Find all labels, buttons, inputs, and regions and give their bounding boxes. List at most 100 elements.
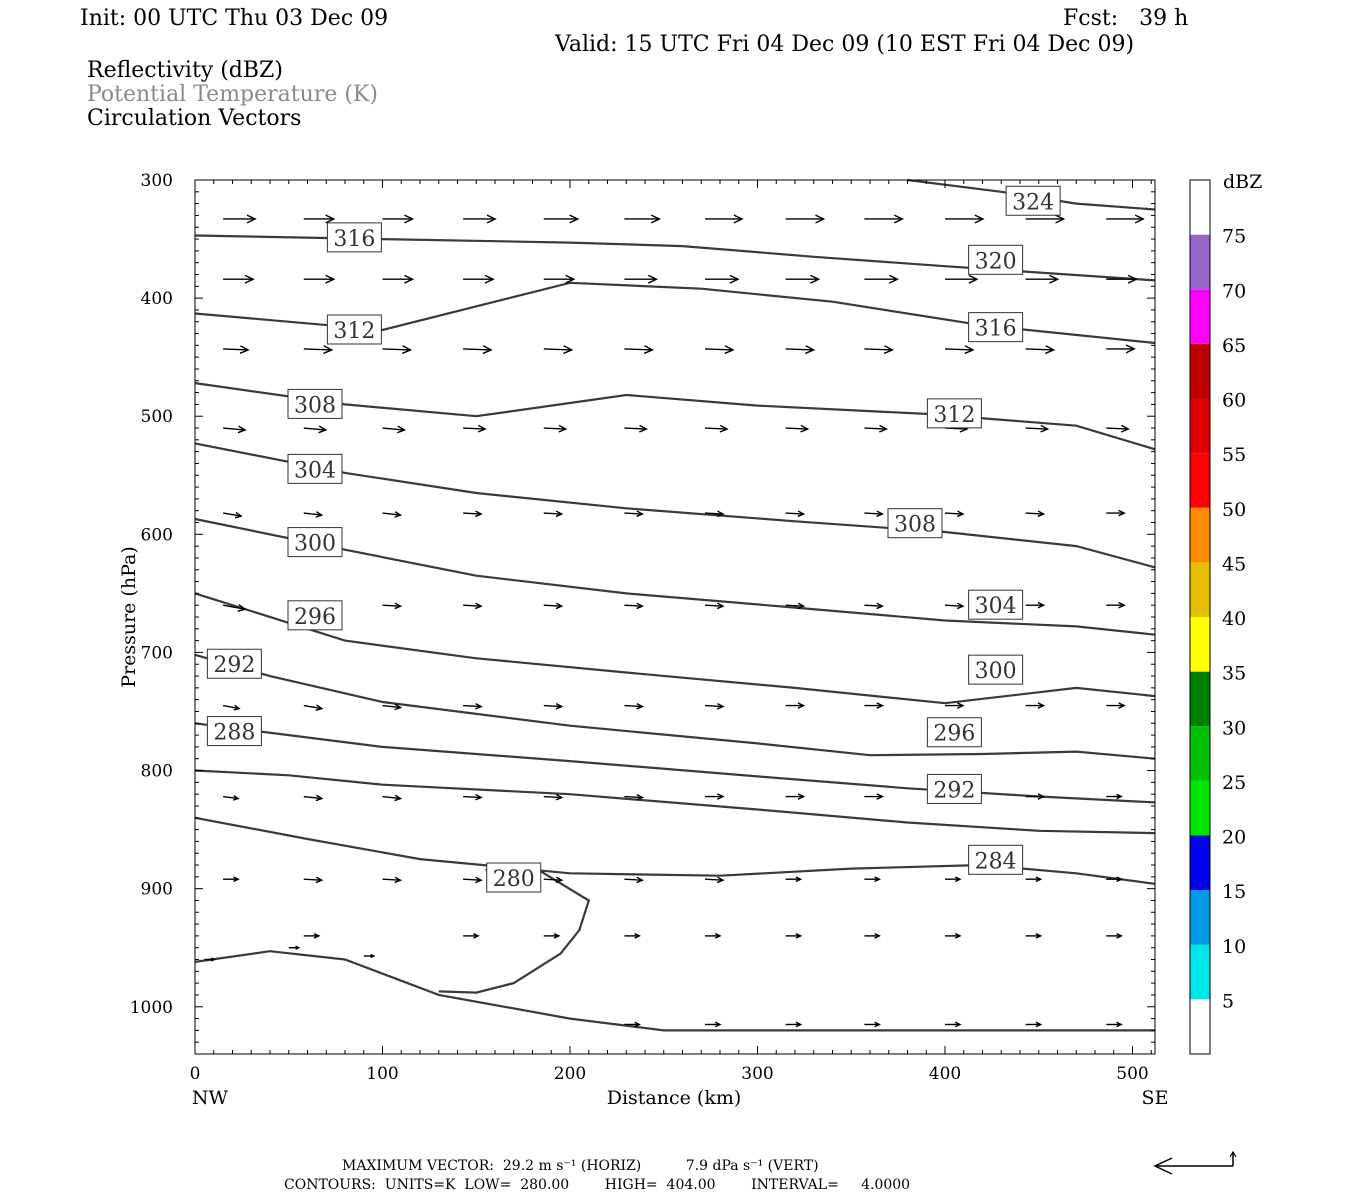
vector-head — [323, 345, 334, 355]
contour-label-text: 284 — [975, 849, 1017, 874]
vector-shaft — [382, 878, 401, 881]
colorbar-segment-30 — [1190, 671, 1210, 727]
axis-ticks — [194, 179, 1155, 1054]
colorbar-level-label: 55 — [1222, 444, 1246, 466]
vector-shaft — [463, 348, 492, 351]
vector-head — [477, 424, 487, 433]
vector-head — [650, 214, 662, 224]
vector-head — [1035, 933, 1043, 939]
vector-arrow-20 — [864, 274, 900, 284]
vector-head — [636, 793, 645, 801]
vector-arrow-101 — [624, 876, 645, 884]
reference-vector-icon — [1153, 1150, 1237, 1175]
vector-arrow-66 — [704, 602, 725, 610]
contour-label-text: 324 — [1012, 190, 1054, 215]
vector-shaft — [704, 512, 724, 515]
contour-label-text: 304 — [975, 594, 1017, 619]
vector-shaft — [785, 348, 814, 351]
contour-label-box — [326, 222, 382, 253]
vector-head — [716, 876, 725, 884]
contour-labels: 324 320 316 316 312 312 308 308 304 304 300 300 296 2… — [206, 185, 1061, 893]
vector-head — [805, 345, 816, 355]
x-end-label-left: NW — [192, 1087, 229, 1109]
vector-head — [318, 425, 328, 434]
vector-arrow-83 — [1106, 702, 1126, 709]
vector-arrow-129 — [945, 1021, 962, 1028]
contour-label-296: 296 — [287, 600, 343, 631]
vector-head — [716, 602, 725, 610]
theta-contour-308-4 — [194, 442, 1156, 569]
vector-arrow-131 — [1106, 1021, 1123, 1028]
vector-arrow-55 — [785, 510, 806, 518]
field-potential-temperature: Potential Temperature (K) — [87, 82, 378, 107]
contour-label-text: 308 — [294, 393, 336, 418]
vector-arrow-28 — [543, 345, 574, 355]
theta-contour-288-9 — [194, 769, 1156, 835]
colorbar-segment-10 — [1190, 890, 1210, 945]
vector-head — [874, 1021, 882, 1028]
vector-arrow-5 — [624, 214, 662, 224]
vector-shaft — [944, 604, 964, 607]
vector-arrow-107 — [1106, 876, 1123, 883]
vector-arrow-27 — [463, 345, 493, 355]
contour-label-box — [287, 388, 343, 419]
vector-arrow-30 — [704, 345, 735, 355]
contour-label-box — [206, 648, 262, 679]
vector-arrow-74 — [382, 703, 403, 711]
vector-arrow-58 — [1025, 510, 1046, 518]
vector-head — [482, 345, 493, 355]
vector-arrow-81 — [945, 702, 965, 709]
contour-label-288: 288 — [206, 716, 262, 747]
colorbar-level-label: 75 — [1222, 226, 1246, 248]
vector-arrow-12 — [223, 274, 255, 284]
vector-shaft — [624, 878, 643, 881]
theta-contour-304-5 — [194, 517, 1156, 636]
vector-arrow-87 — [463, 793, 483, 801]
vector-shaft — [624, 704, 643, 708]
y-tick-label: 700 — [141, 643, 173, 663]
contour-label-box — [926, 717, 982, 748]
theta-contour-300-6 — [194, 592, 1156, 705]
contour-label-304: 304 — [968, 589, 1024, 620]
vector-head — [797, 510, 806, 518]
vector-shaft — [944, 348, 974, 351]
vector-arrow-40 — [543, 424, 568, 433]
vector-head — [233, 876, 240, 883]
y-tick-label: 300 — [141, 171, 173, 191]
vector-head — [237, 604, 247, 612]
contour-label-text: 304 — [294, 458, 336, 483]
contour-label-box — [968, 244, 1024, 275]
colorbar-segment-35 — [1190, 617, 1210, 672]
vector-head — [954, 876, 962, 883]
theta-contour-280-12 — [438, 868, 591, 994]
vector-arrow-126 — [705, 1021, 722, 1028]
vector-arrow-95 — [1106, 793, 1123, 800]
vector-head — [1037, 793, 1046, 800]
vector-head — [563, 345, 574, 355]
colorbar-segment-15 — [1190, 835, 1210, 891]
vector-arrow-22 — [1025, 274, 1060, 284]
vector-shaft — [704, 427, 728, 430]
vector-arrow-39 — [463, 424, 487, 433]
vector-head — [874, 876, 882, 883]
theta-contour-292-8 — [194, 722, 1156, 804]
contour-label-308: 308 — [887, 508, 943, 539]
vector-arrow-105 — [945, 876, 962, 883]
vector-arrow-91 — [785, 793, 806, 800]
vector-head — [797, 702, 806, 709]
vector-arrow-84 — [223, 795, 240, 801]
vector-shaft — [222, 604, 246, 610]
vector-arrow-34 — [1025, 345, 1056, 355]
vector-head — [883, 345, 895, 355]
vector-head — [555, 510, 564, 518]
contour-label-text: 288 — [213, 721, 255, 746]
colorbar-level-label: 50 — [1222, 499, 1246, 521]
vector-arrow-90 — [705, 793, 725, 800]
vector-shaft — [303, 427, 326, 431]
vector-head — [325, 214, 336, 224]
vector-arrow-63 — [463, 602, 483, 610]
vector-shaft — [382, 512, 401, 516]
vector-head — [717, 793, 725, 800]
vector-arrow-133 — [288, 945, 301, 950]
vector-head — [473, 933, 480, 939]
